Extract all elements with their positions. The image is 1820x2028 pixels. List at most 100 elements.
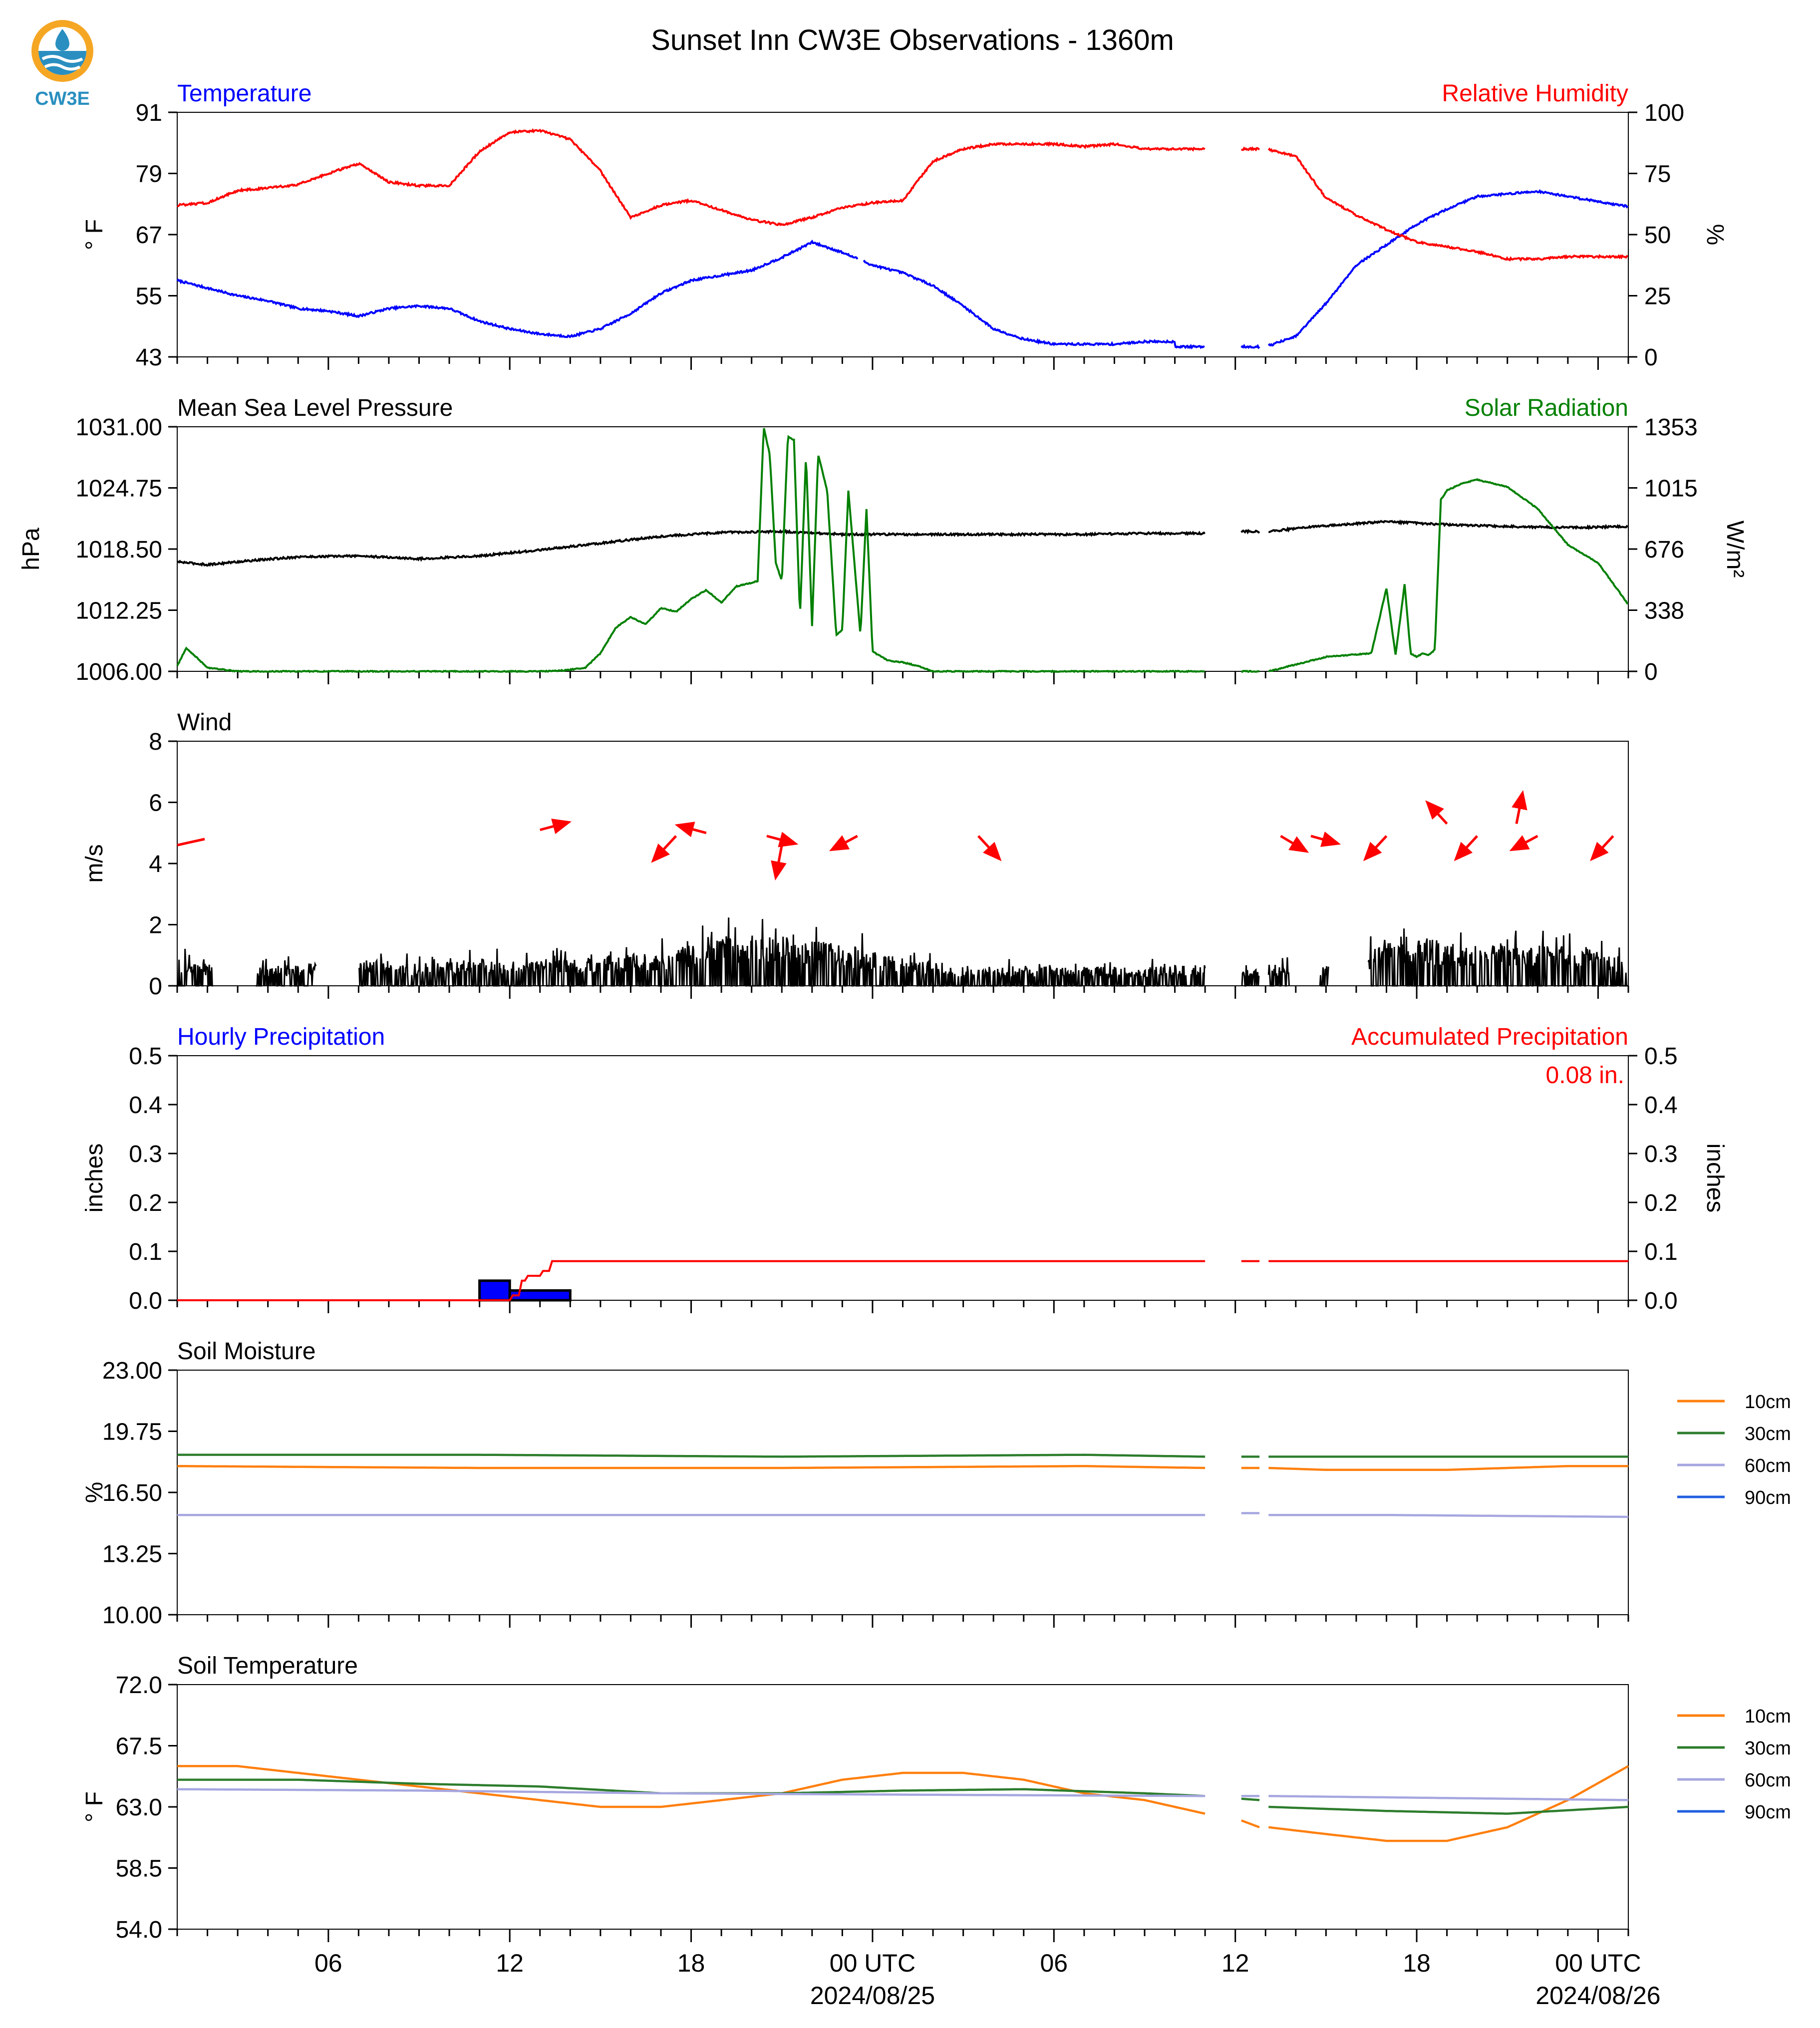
- y-tick-label: 0.4: [129, 1092, 162, 1119]
- wind-arrow-head: [1363, 842, 1382, 862]
- series-relative-humidity: [1240, 146, 1260, 152]
- y-axis-label-right: %: [1702, 224, 1728, 246]
- y-tick-label: 1031.00: [75, 414, 162, 441]
- x-tick-label: 12: [496, 1949, 524, 1977]
- legend-label: 90cm: [1745, 1487, 1791, 1508]
- x-tick-label: 12: [1221, 1949, 1249, 1977]
- panel-frame: [177, 1370, 1629, 1615]
- panel-frame: [177, 1684, 1629, 1930]
- y-tick-label: 55: [136, 284, 162, 310]
- accumulated-total-label: 0.08 in.: [1546, 1062, 1624, 1089]
- y-right-tick-label: 0: [1644, 344, 1658, 371]
- series-60cm: [1268, 1794, 1629, 1801]
- wind-arrow-head: [1288, 836, 1309, 853]
- y-axis-label-left: %: [81, 1482, 108, 1503]
- y-right-tick-label: 338: [1644, 598, 1684, 624]
- panel-title-left: Wind: [177, 709, 232, 736]
- y-tick-label: 72.0: [116, 1672, 162, 1699]
- series-10cm: [1268, 1464, 1628, 1471]
- wind-arrow-head: [1454, 842, 1473, 862]
- y-tick-label: 54.0: [116, 1917, 162, 1943]
- y-tick-label: 79: [136, 161, 162, 188]
- wind-arrow-head: [1512, 790, 1527, 811]
- wind-arrow-head: [674, 822, 695, 838]
- y-tick-label: 4: [149, 851, 162, 877]
- y-right-tick-label: 676: [1644, 537, 1684, 563]
- wind-arrow-head: [1509, 835, 1530, 852]
- panel-title-right: Solar Radiation: [1465, 395, 1628, 421]
- y-right-tick-label: 75: [1644, 161, 1671, 188]
- series-60cm: [177, 1788, 1206, 1797]
- y-tick-label: 0.3: [129, 1141, 162, 1167]
- y-right-tick-label: 0: [1644, 659, 1658, 685]
- series-temperature: [1240, 343, 1260, 349]
- panel-pressure_solar: 1006.00 1012.25 1018.50 1024.75 1031.00 0 338 6…: [18, 395, 1748, 685]
- legend-label: 30cm: [1745, 1424, 1791, 1445]
- x-tick-date-label: 2024/08/25: [810, 1982, 935, 2010]
- x-tick-date-label: 2024/08/26: [1535, 1982, 1660, 2010]
- y-right-tick-label: 0.3: [1644, 1141, 1678, 1167]
- y-right-tick-label: 1015: [1644, 476, 1698, 502]
- wind-arrow-head: [1590, 842, 1609, 862]
- series-temperature: [1267, 189, 1629, 347]
- wind-arrow: [177, 838, 205, 847]
- y-tick-label: 16.50: [102, 1480, 162, 1506]
- legend: 10cm 30cm 60cm 90cm: [1677, 1706, 1791, 1823]
- series-mean-sea-level-pressure: [1240, 529, 1260, 535]
- legend: 10cm 30cm 60cm 90cm: [1677, 1392, 1791, 1508]
- panel-title-right: Relative Humidity: [1442, 80, 1628, 107]
- series-temperature: [176, 239, 859, 338]
- y-axis-label-left: hPa: [18, 528, 44, 571]
- panel-title-left: Soil Moisture: [177, 1338, 315, 1365]
- x-tick-label: 00 UTC: [830, 1949, 915, 1977]
- x-tick-label: 18: [677, 1949, 705, 1977]
- panel-title-right: Accumulated Precipitation: [1351, 1024, 1628, 1050]
- wind-arrow-head: [778, 832, 799, 848]
- y-tick-label: 43: [136, 344, 162, 371]
- y-tick-label: 23.00: [102, 1358, 162, 1384]
- legend-label: 90cm: [1745, 1802, 1791, 1823]
- figure-title: Sunset Inn CW3E Observations - 1360m: [651, 24, 1174, 56]
- series-solar-radiation: [1268, 478, 1629, 672]
- y-right-tick-label: 100: [1644, 100, 1684, 126]
- y-tick-label: 0.1: [129, 1239, 162, 1265]
- y-right-tick-label: 0.1: [1644, 1239, 1678, 1265]
- y-tick-label: 2: [149, 912, 162, 939]
- panel-title-left: Temperature: [177, 80, 311, 107]
- series-30cm: [1241, 1797, 1260, 1801]
- y-tick-label: 63.0: [116, 1794, 162, 1821]
- y-right-tick-label: 0.2: [1644, 1190, 1678, 1216]
- panel-title-left: Mean Sea Level Pressure: [177, 395, 453, 421]
- chart-panels: 43 55 67 79 91 0 25 50 75 100 Temperature Relative …: [18, 80, 1791, 2010]
- series-relative-humidity: [177, 128, 1206, 227]
- panel-title-left: Hourly Precipitation: [177, 1024, 385, 1050]
- y-right-tick-label: 50: [1644, 222, 1671, 249]
- series-30cm: [1268, 1805, 1629, 1815]
- y-tick-label: 58.5: [116, 1856, 162, 1882]
- logo-emblem: CW3E: [31, 20, 93, 109]
- cw3e-logo: CW3E: [25, 15, 100, 110]
- y-tick-label: 10.00: [102, 1602, 162, 1629]
- y-tick-label: 6: [149, 790, 162, 817]
- series-mean-sea-level-pressure: [177, 529, 1206, 567]
- panel-soil_temp: 54.0 58.5 63.0 67.5 72.0 Soil Temperature ° F 1…: [81, 1653, 1791, 2010]
- series-mean-sea-level-pressure: [1268, 519, 1629, 533]
- x-tick-label: 00 UTC: [1555, 1949, 1641, 1977]
- wind-arrow-head: [771, 860, 787, 880]
- y-right-tick-label: 25: [1644, 284, 1671, 310]
- y-tick-label: 91: [136, 100, 162, 126]
- legend-label: 10cm: [1745, 1706, 1791, 1727]
- series-temperature: [863, 260, 1205, 350]
- y-axis-label-right: inches: [1702, 1144, 1728, 1213]
- y-axis-label-left: ° F: [81, 1791, 108, 1822]
- panel-frame: [177, 1055, 1629, 1301]
- y-right-tick-label: 0.0: [1644, 1288, 1678, 1314]
- legend-label: 60cm: [1745, 1455, 1791, 1476]
- y-tick-label: 13.25: [102, 1541, 162, 1568]
- panel-frame: [177, 426, 1629, 672]
- series-wind-speed: [177, 917, 1628, 987]
- y-tick-label: 1024.75: [75, 476, 162, 502]
- y-tick-label: 1012.25: [75, 598, 162, 624]
- panel-frame: [177, 112, 1629, 357]
